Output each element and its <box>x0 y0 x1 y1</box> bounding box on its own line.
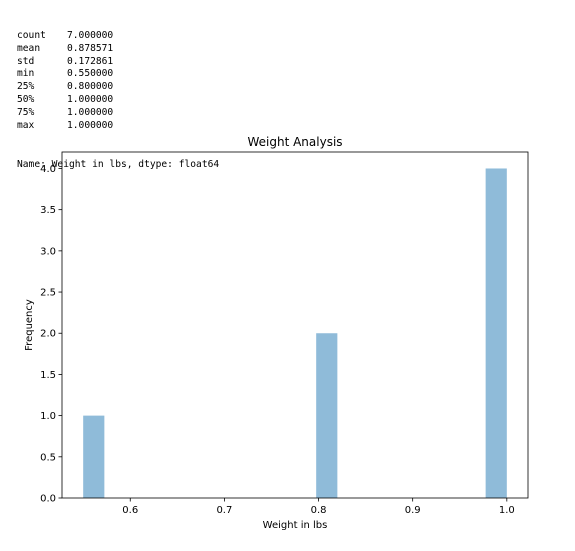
x-tick-label: 0.9 <box>405 505 421 516</box>
x-tick-label: 0.6 <box>122 505 138 516</box>
x-tick-label: 0.8 <box>311 505 327 516</box>
x-axis-ticks: 0.6 0.7 0.8 0.9 1.0 <box>122 498 515 516</box>
stat-value: 1.000000 <box>67 94 114 106</box>
histogram-bar <box>485 168 507 498</box>
stat-key: max <box>17 120 35 132</box>
stat-key: 75% <box>17 107 35 119</box>
chart-title: Weight Analysis <box>247 135 342 149</box>
stat-key: std <box>17 55 35 67</box>
x-axis-label: Weight in lbs <box>263 520 328 531</box>
stat-value: 1.000000 <box>67 120 114 132</box>
x-tick-label: 0.7 <box>216 505 232 516</box>
y-tick-label: 3.0 <box>40 246 56 257</box>
stat-row: max 1.000000 <box>17 120 219 133</box>
y-tick-label: 2.5 <box>40 288 56 299</box>
stat-row: std 0.172861 <box>17 56 219 69</box>
x-tick-label: 1.0 <box>499 505 515 516</box>
y-tick-label: 1.5 <box>40 370 56 381</box>
y-tick-label: 1.0 <box>40 411 56 422</box>
y-tick-label: 0.0 <box>40 494 56 505</box>
stat-row: mean 0.878571 <box>17 43 219 56</box>
stat-value: 0.878571 <box>67 42 114 54</box>
y-tick-label: 4.0 <box>40 164 56 175</box>
bars-layer <box>83 168 507 498</box>
y-axis-label: Frequency <box>24 299 35 351</box>
stat-row: 75% 1.000000 <box>17 107 219 120</box>
stat-row: 50% 1.000000 <box>17 94 219 107</box>
stat-value: 1.000000 <box>67 107 114 119</box>
y-tick-label: 0.5 <box>40 452 56 463</box>
stat-value: 0.550000 <box>67 68 114 80</box>
stat-key: mean <box>17 42 41 54</box>
histogram-bar <box>316 333 338 498</box>
stat-key: 25% <box>17 81 35 93</box>
stat-key: 50% <box>17 94 35 106</box>
y-axis-ticks: 0.0 0.5 1.0 1.5 2.0 2.5 3.0 3.5 4.0 <box>40 164 62 505</box>
stat-key: count <box>17 29 46 41</box>
stat-row: count 7.000000 <box>17 30 219 43</box>
stat-row: min 0.550000 <box>17 68 219 81</box>
y-tick-label: 2.0 <box>40 329 56 340</box>
plot-frame <box>61 151 529 499</box>
histogram-bar <box>83 415 105 498</box>
stat-value: 0.172861 <box>67 55 114 67</box>
series-name-line: Name: Weight in lbs, dtype: float64 <box>17 158 220 170</box>
stat-key: min <box>17 68 35 80</box>
y-tick-label: 3.5 <box>40 205 56 216</box>
stats-rows: count 7.000000 mean 0.878571 std 0.172861 min 0… <box>17 30 219 133</box>
stat-value: 7.000000 <box>67 29 114 41</box>
stat-value: 0.800000 <box>67 81 114 93</box>
describe-output: count 7.000000 mean 0.878571 std 0.172861 min 0… <box>17 4 219 185</box>
stat-row: 25% 0.800000 <box>17 81 219 94</box>
